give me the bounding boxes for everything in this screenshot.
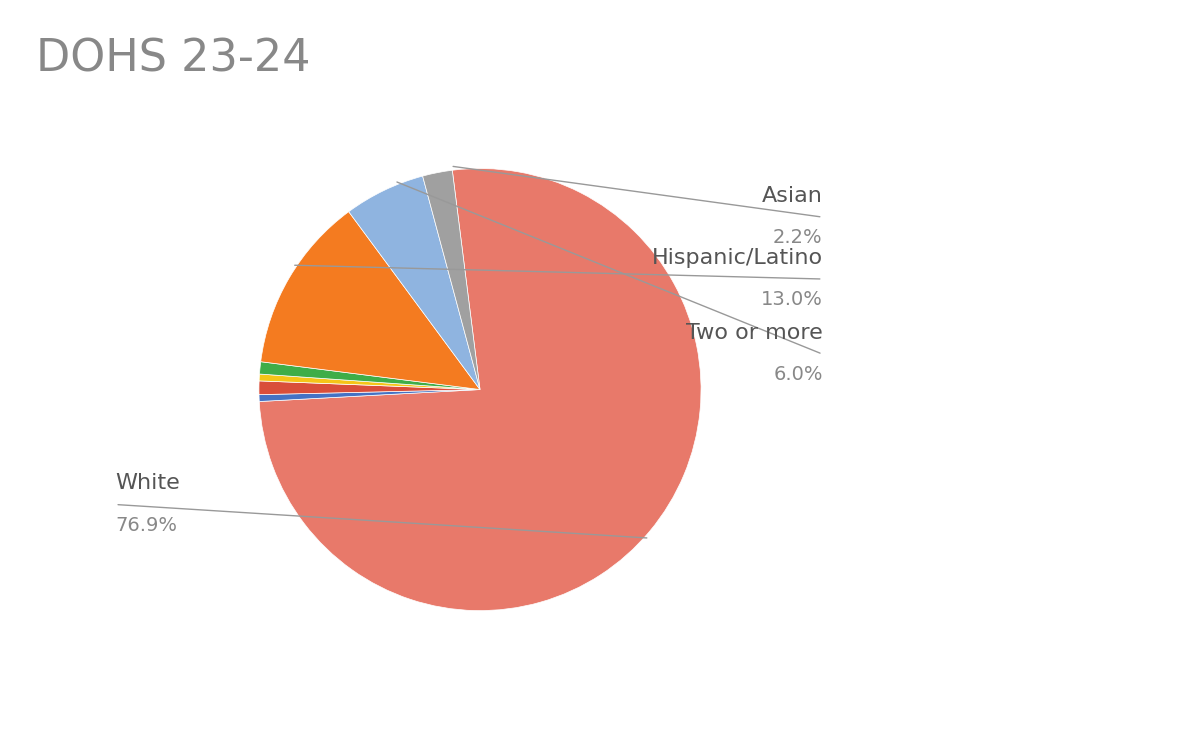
Text: White: White <box>115 473 180 493</box>
Wedge shape <box>260 211 480 390</box>
Wedge shape <box>349 176 480 390</box>
Text: 2.2%: 2.2% <box>773 229 823 247</box>
Text: 6.0%: 6.0% <box>773 365 823 384</box>
Text: 13.0%: 13.0% <box>761 290 823 309</box>
Wedge shape <box>422 170 480 390</box>
Wedge shape <box>259 390 480 401</box>
Text: Asian: Asian <box>762 186 823 206</box>
Wedge shape <box>259 381 480 395</box>
Text: Hispanic/Latino: Hispanic/Latino <box>652 248 823 268</box>
Wedge shape <box>259 374 480 390</box>
Text: DOHS 23-24: DOHS 23-24 <box>36 37 311 80</box>
Text: 76.9%: 76.9% <box>115 516 178 534</box>
Text: Two or more: Two or more <box>686 323 823 343</box>
Wedge shape <box>259 361 480 390</box>
Wedge shape <box>259 168 701 611</box>
